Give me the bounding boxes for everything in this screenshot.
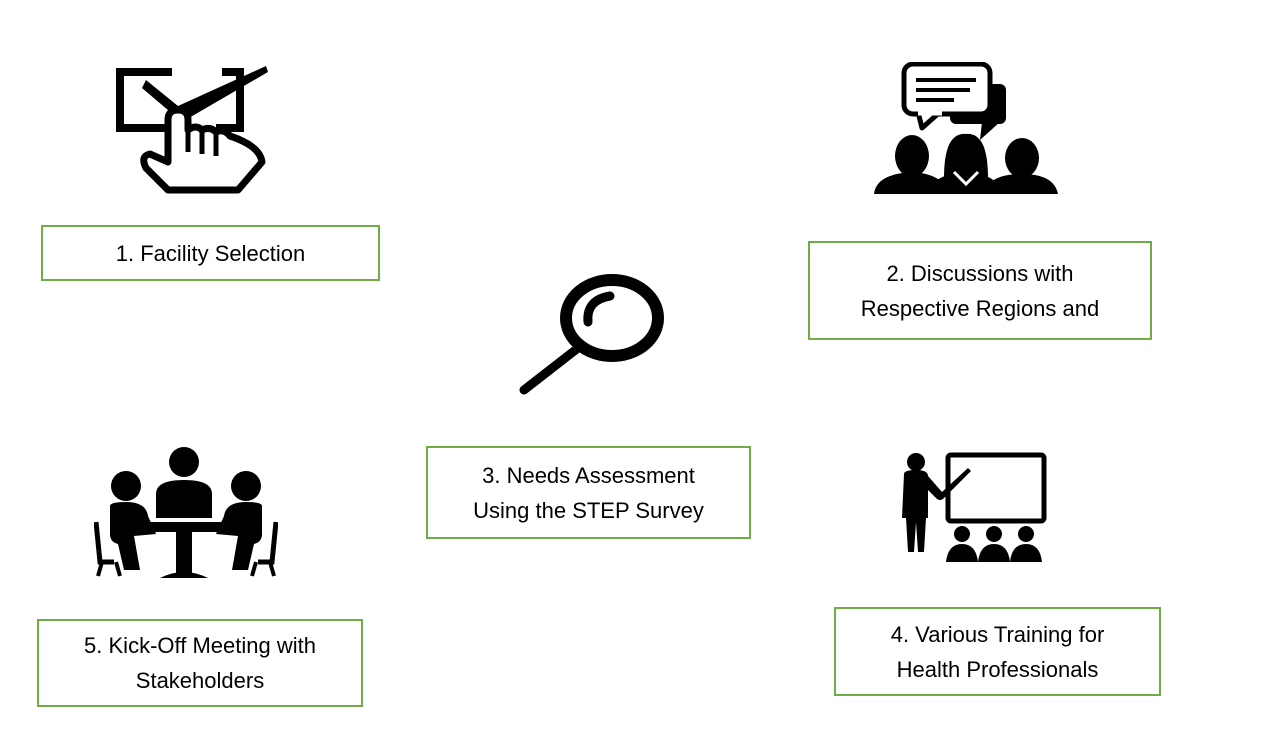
step-4-label-line-1: 4. Various Training for [890,621,1105,647]
step-1-label: 1. Facility Selection [115,240,306,266]
step-3-label-line-1: 3. Needs Assessment [482,462,695,488]
step-5-label-line-1: 5. Kick-Off Meeting with [84,633,316,658]
step-2-label-line-2: Respective Regions and [860,295,1100,321]
step-2-box: 2. Discussions with Respective Regions a… [808,241,1152,340]
step-3-box: 3. Needs Assessment Using the STEP Surve… [426,446,751,539]
checkbox-hand-icon [116,62,270,196]
step-4-label-line-2: Health Professionals [896,656,1099,682]
meeting-table-icon [94,446,278,578]
group-discussion-icon [874,62,1058,194]
step-5-box: 5. Kick-Off Meeting with Stakeholders [37,619,363,707]
step-2-label-line-1: 2. Discussions with [886,260,1074,286]
presentation-training-icon [896,452,1054,564]
step-1-box: 1. Facility Selection [41,225,380,281]
magnifier-icon [516,272,668,396]
step-3-label-line-2: Using the STEP Survey [473,497,704,523]
step-5-label-line-2: Stakeholders [135,668,265,693]
step-4-box: 4. Various Training for Health Professio… [834,607,1161,696]
